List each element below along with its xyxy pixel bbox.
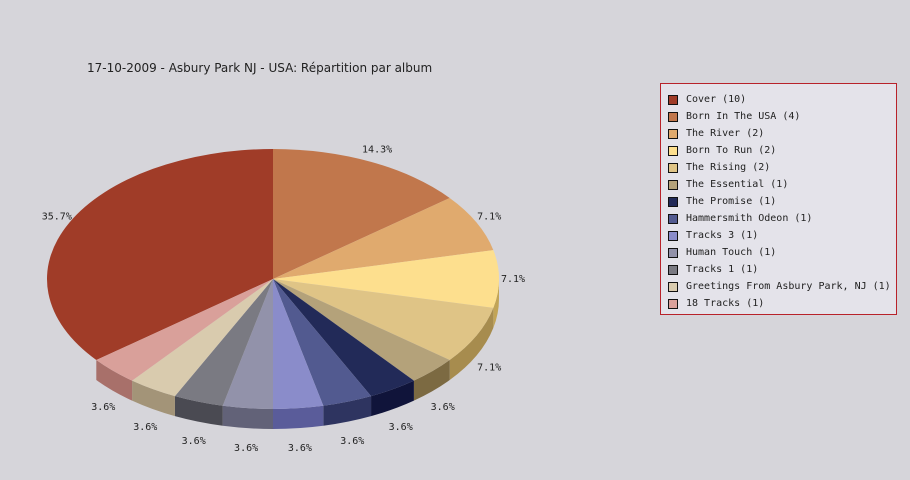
legend-swatch (668, 196, 678, 207)
legend-item: 18 Tracks (1) (668, 295, 896, 312)
legend-item: Tracks 3 (1) (668, 227, 896, 244)
legend-item: Born To Run (2) (668, 142, 896, 159)
legend-item: The Essential (1) (668, 176, 896, 193)
legend-label: The Rising (2) (686, 162, 771, 173)
pie-slice-side-4 (449, 307, 494, 381)
pie-slice-11 (132, 279, 273, 397)
legend-label: Hammersmith Odeon (1) (686, 213, 813, 224)
slice-percent-label: 14.3% (362, 144, 392, 155)
slice-percent-label: 3.6% (234, 443, 258, 454)
slice-percent-label: 7.1% (477, 212, 501, 223)
legend-item: The River (2) (668, 125, 896, 142)
slice-percent-label: 3.6% (182, 436, 206, 447)
legend-swatch (668, 213, 678, 224)
legend-item: The Rising (2) (668, 159, 896, 176)
pie-slice-3 (273, 250, 500, 308)
pie-slice-side-5 (413, 360, 450, 401)
pie-slice-side-9 (222, 405, 273, 429)
pie-slice-side-11 (132, 380, 175, 417)
pie-slice-2 (273, 197, 494, 279)
slice-percent-label: 7.1% (477, 363, 501, 374)
chart-legend: Cover (10) Born In The USA (4) The River (… (660, 83, 897, 315)
legend-swatch (668, 264, 678, 275)
pie-slice-5 (273, 279, 450, 381)
chart-title: 17-10-2009 - Asbury Park NJ - USA: Répar… (87, 61, 433, 75)
legend-item: The Promise (1) (668, 193, 896, 210)
slice-percent-label: 3.6% (91, 402, 115, 413)
legend-label: 18 Tracks (1) (686, 298, 765, 309)
legend-item: Hammersmith Odeon (1) (668, 210, 896, 227)
legend-swatch (668, 128, 678, 139)
legend-label: The Essential (1) (686, 179, 789, 190)
pie-slice-1 (273, 149, 450, 279)
pie-slice-10 (174, 279, 273, 406)
pie-slice-12 (96, 279, 273, 381)
slice-percent-label: 3.6% (431, 402, 455, 413)
pie-slice-9 (222, 279, 273, 409)
legend-swatch (668, 281, 678, 292)
pie-slice-7 (273, 279, 372, 406)
slice-percent-label: 3.6% (340, 436, 364, 447)
legend-label: Human Touch (1) (686, 247, 777, 258)
legend-label: Greetings From Asbury Park, NJ (1) (686, 281, 891, 292)
pie-slice-side-3 (493, 279, 499, 328)
pie-slice-side-10 (174, 396, 223, 426)
legend-label: Tracks 1 (1) (686, 264, 759, 275)
pie-slice-6 (273, 279, 414, 397)
slice-percent-label: 35.7% (42, 212, 72, 223)
slice-percent-label: 3.6% (389, 422, 413, 433)
legend-item: Cover (10) (668, 91, 896, 108)
legend-swatch (668, 247, 678, 258)
legend-label: The River (2) (686, 128, 765, 139)
pie-slice-side-7 (323, 396, 372, 426)
legend-swatch (668, 230, 678, 241)
legend-swatch (668, 298, 678, 309)
slice-percent-label: 7.1% (501, 274, 525, 285)
pie-slice-0 (46, 149, 273, 361)
legend-swatch (668, 145, 678, 156)
slice-percent-label: 3.6% (133, 422, 157, 433)
pie-slice-side-12 (96, 360, 133, 401)
legend-item: Greetings From Asbury Park, NJ (1) (668, 278, 896, 295)
legend-item: Tracks 1 (1) (668, 261, 896, 278)
legend-label: Born To Run (2) (686, 145, 777, 156)
legend-item: Human Touch (1) (668, 244, 896, 261)
legend-label: The Promise (1) (686, 196, 777, 207)
pie-slice-8 (273, 279, 324, 409)
legend-item: Born In The USA (4) (668, 108, 896, 125)
legend-swatch (668, 179, 678, 190)
legend-swatch (668, 94, 678, 105)
pie-slice-4 (273, 279, 494, 361)
legend-swatch (668, 111, 678, 122)
pie-slice-side-6 (371, 380, 414, 417)
legend-label: Born In The USA (4) (686, 111, 801, 122)
slice-percent-label: 3.6% (288, 443, 312, 454)
legend-label: Tracks 3 (1) (686, 230, 759, 241)
pie-slice-side-8 (273, 405, 324, 429)
legend-label: Cover (10) (686, 94, 747, 105)
legend-swatch (668, 162, 678, 173)
